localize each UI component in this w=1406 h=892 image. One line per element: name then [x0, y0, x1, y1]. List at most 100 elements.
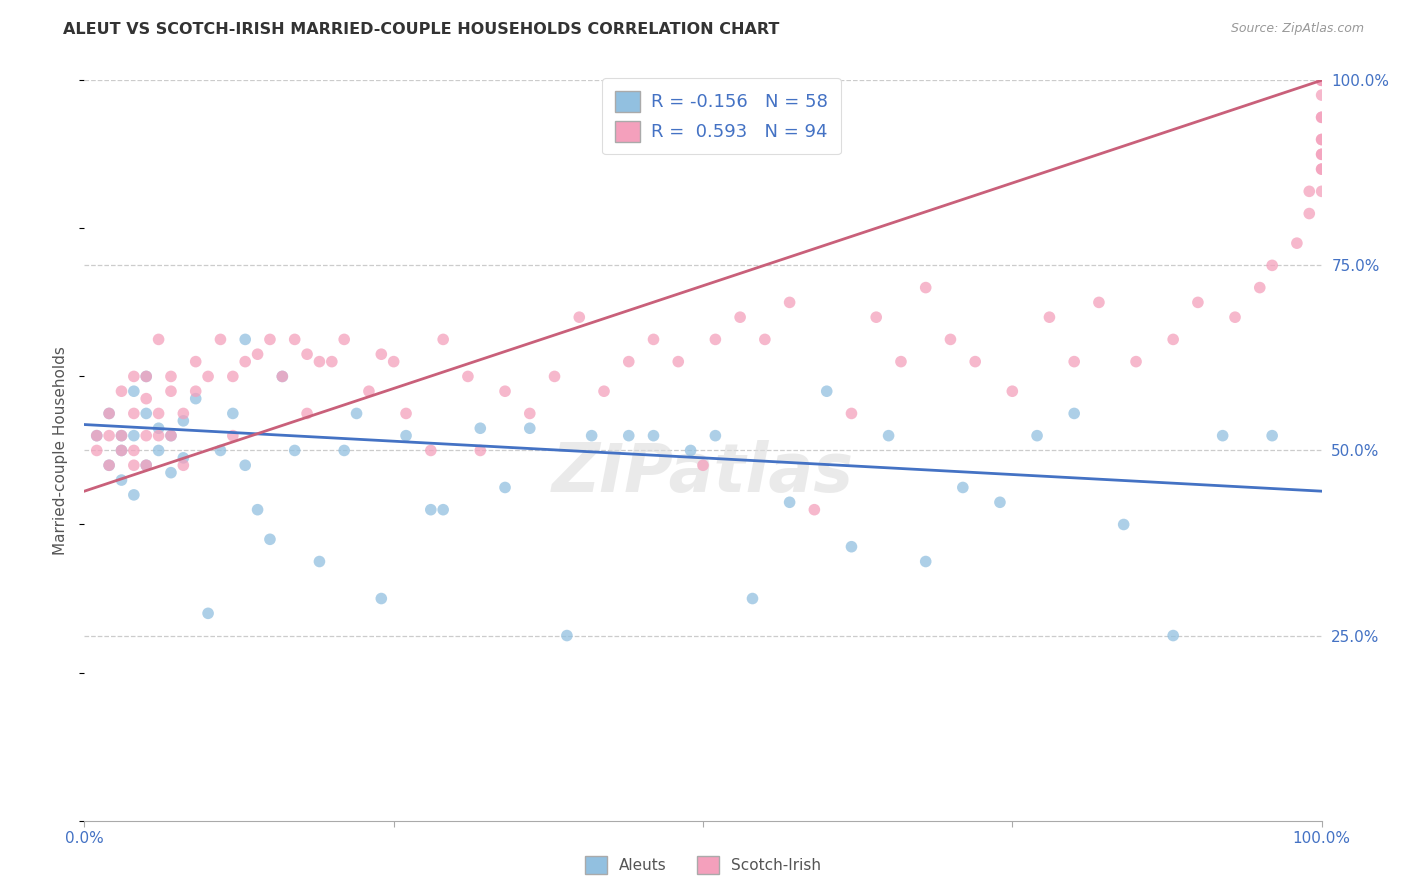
Point	[1310, 73, 1333, 87]
Point	[1310, 111, 1333, 125]
Point	[519, 421, 541, 435]
Point	[284, 443, 307, 458]
Point	[98, 407, 121, 421]
Point	[952, 481, 974, 495]
Point	[1261, 259, 1284, 273]
Point	[233, 333, 256, 347]
Point	[110, 384, 132, 399]
Point	[914, 280, 936, 294]
Point	[148, 421, 170, 435]
Point	[395, 407, 418, 421]
Point	[1310, 162, 1333, 177]
Point	[172, 450, 194, 465]
Point	[135, 392, 157, 406]
Point	[1212, 428, 1234, 442]
Point	[1038, 310, 1060, 325]
Point	[890, 354, 912, 368]
Point	[382, 354, 405, 368]
Point	[333, 443, 356, 458]
Point	[98, 428, 121, 442]
Point	[259, 333, 281, 347]
Point	[1249, 280, 1271, 294]
Point	[86, 428, 108, 442]
Point	[470, 421, 492, 435]
Point	[110, 428, 132, 442]
Point	[246, 347, 269, 361]
Point	[1187, 295, 1209, 310]
Point	[457, 369, 479, 384]
Point	[295, 347, 318, 361]
Point	[617, 354, 640, 368]
Point	[643, 333, 665, 347]
Point	[135, 369, 157, 384]
Point	[494, 384, 516, 399]
Point	[184, 384, 207, 399]
Point	[1310, 73, 1333, 87]
Point	[122, 384, 145, 399]
Point	[841, 407, 863, 421]
Point	[692, 458, 714, 473]
Point	[679, 443, 702, 458]
Point	[1161, 333, 1184, 347]
Point	[370, 347, 392, 361]
Point	[914, 555, 936, 569]
Point	[470, 443, 492, 458]
Point	[233, 354, 256, 368]
Point	[1310, 132, 1333, 146]
Point	[148, 333, 170, 347]
Point	[209, 443, 232, 458]
Point	[1026, 428, 1049, 442]
Point	[395, 428, 418, 442]
Point	[160, 428, 183, 442]
Point	[581, 428, 603, 442]
Point	[98, 407, 121, 421]
Point	[543, 369, 565, 384]
Point	[160, 384, 183, 399]
Point	[1310, 132, 1333, 146]
Point	[295, 407, 318, 421]
Point	[222, 369, 245, 384]
Point	[333, 333, 356, 347]
Point	[965, 354, 987, 368]
Point	[197, 369, 219, 384]
Point	[346, 407, 368, 421]
Point	[741, 591, 763, 606]
Point	[148, 407, 170, 421]
Point	[284, 333, 307, 347]
Point	[1310, 88, 1333, 103]
Point	[841, 540, 863, 554]
Point	[271, 369, 294, 384]
Y-axis label: Married-couple Households: Married-couple Households	[53, 346, 69, 555]
Point	[1063, 354, 1085, 368]
Point	[172, 458, 194, 473]
Point	[803, 502, 825, 516]
Point	[754, 333, 776, 347]
Point	[728, 310, 751, 325]
Point	[209, 333, 232, 347]
Point	[122, 369, 145, 384]
Point	[135, 458, 157, 473]
Point	[110, 428, 132, 442]
Point	[568, 310, 591, 325]
Point	[135, 428, 157, 442]
Point	[1261, 428, 1284, 442]
Point	[148, 428, 170, 442]
Point	[1310, 184, 1333, 198]
Point	[233, 458, 256, 473]
Point	[184, 392, 207, 406]
Point	[321, 354, 343, 368]
Point	[271, 369, 294, 384]
Point	[617, 428, 640, 442]
Point	[135, 458, 157, 473]
Point	[184, 354, 207, 368]
Text: ALEUT VS SCOTCH-IRISH MARRIED-COUPLE HOUSEHOLDS CORRELATION CHART: ALEUT VS SCOTCH-IRISH MARRIED-COUPLE HOU…	[63, 22, 780, 37]
Point	[86, 428, 108, 442]
Point	[308, 555, 330, 569]
Point	[110, 443, 132, 458]
Point	[1063, 407, 1085, 421]
Point	[122, 428, 145, 442]
Point	[704, 428, 727, 442]
Point	[122, 458, 145, 473]
Point	[1161, 628, 1184, 642]
Point	[110, 473, 132, 487]
